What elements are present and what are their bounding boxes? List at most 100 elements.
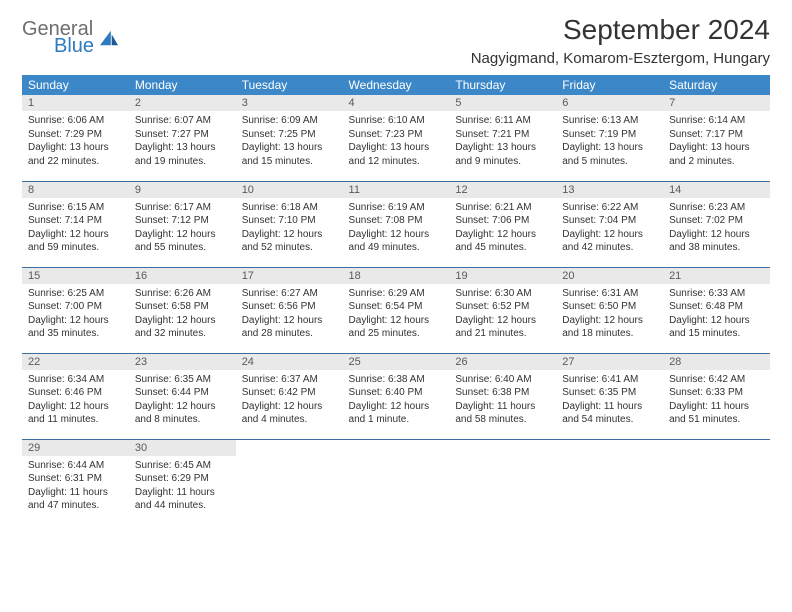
sunrise-line: Sunrise: 6:11 AM: [455, 114, 550, 128]
sun-info: Sunrise: 6:42 AMSunset: 6:33 PMDaylight:…: [663, 370, 770, 431]
sun-info: Sunrise: 6:38 AMSunset: 6:40 PMDaylight:…: [343, 370, 450, 431]
day-number: 27: [556, 354, 663, 370]
daylight-line: Daylight: 12 hours and 32 minutes.: [135, 314, 230, 341]
daylight-line: Daylight: 13 hours and 9 minutes.: [455, 141, 550, 168]
sun-info: Sunrise: 6:40 AMSunset: 6:38 PMDaylight:…: [449, 370, 556, 431]
sunrise-line: Sunrise: 6:22 AM: [562, 201, 657, 215]
day-number: 6: [556, 95, 663, 111]
sun-info: Sunrise: 6:23 AMSunset: 7:02 PMDaylight:…: [663, 198, 770, 259]
sunrise-line: Sunrise: 6:29 AM: [349, 287, 444, 301]
sunset-line: Sunset: 7:04 PM: [562, 214, 657, 228]
calendar-day-cell: 7Sunrise: 6:14 AMSunset: 7:17 PMDaylight…: [663, 95, 770, 181]
calendar-day-cell: 8Sunrise: 6:15 AMSunset: 7:14 PMDaylight…: [22, 181, 129, 267]
logo-word-blue: Blue: [54, 37, 94, 56]
day-number: 9: [129, 182, 236, 198]
calendar-day-cell: [663, 439, 770, 525]
calendar-day-cell: 30Sunrise: 6:45 AMSunset: 6:29 PMDayligh…: [129, 439, 236, 525]
day-number: 21: [663, 268, 770, 284]
daylight-line: Daylight: 12 hours and 1 minute.: [349, 400, 444, 427]
logo-text: General Blue: [22, 20, 94, 56]
sun-info: Sunrise: 6:27 AMSunset: 6:56 PMDaylight:…: [236, 284, 343, 345]
calendar-day-cell: 22Sunrise: 6:34 AMSunset: 6:46 PMDayligh…: [22, 353, 129, 439]
day-number: 15: [22, 268, 129, 284]
daylight-line: Daylight: 12 hours and 4 minutes.: [242, 400, 337, 427]
sunset-line: Sunset: 7:21 PM: [455, 128, 550, 142]
day-number: 7: [663, 95, 770, 111]
sun-info: Sunrise: 6:14 AMSunset: 7:17 PMDaylight:…: [663, 111, 770, 172]
calendar-day-cell: 20Sunrise: 6:31 AMSunset: 6:50 PMDayligh…: [556, 267, 663, 353]
day-number: 24: [236, 354, 343, 370]
sunrise-line: Sunrise: 6:09 AM: [242, 114, 337, 128]
sunrise-line: Sunrise: 6:31 AM: [562, 287, 657, 301]
calendar-day-cell: [236, 439, 343, 525]
sunset-line: Sunset: 6:40 PM: [349, 386, 444, 400]
sunrise-line: Sunrise: 6:44 AM: [28, 459, 123, 473]
day-number: 17: [236, 268, 343, 284]
calendar-day-cell: 10Sunrise: 6:18 AMSunset: 7:10 PMDayligh…: [236, 181, 343, 267]
calendar-day-cell: 4Sunrise: 6:10 AMSunset: 7:23 PMDaylight…: [343, 95, 450, 181]
sun-info: Sunrise: 6:10 AMSunset: 7:23 PMDaylight:…: [343, 111, 450, 172]
sunset-line: Sunset: 7:29 PM: [28, 128, 123, 142]
calendar-week-row: 8Sunrise: 6:15 AMSunset: 7:14 PMDaylight…: [22, 181, 770, 267]
calendar-week-row: 1Sunrise: 6:06 AMSunset: 7:29 PMDaylight…: [22, 95, 770, 181]
day-number: 14: [663, 182, 770, 198]
calendar-day-cell: [449, 439, 556, 525]
daylight-line: Daylight: 11 hours and 51 minutes.: [669, 400, 764, 427]
sunrise-line: Sunrise: 6:25 AM: [28, 287, 123, 301]
weekday-header: Thursday: [449, 75, 556, 95]
sunrise-line: Sunrise: 6:38 AM: [349, 373, 444, 387]
sun-info: Sunrise: 6:15 AMSunset: 7:14 PMDaylight:…: [22, 198, 129, 259]
daylight-line: Daylight: 11 hours and 58 minutes.: [455, 400, 550, 427]
sunrise-line: Sunrise: 6:26 AM: [135, 287, 230, 301]
sun-info: Sunrise: 6:37 AMSunset: 6:42 PMDaylight:…: [236, 370, 343, 431]
calendar-day-cell: 13Sunrise: 6:22 AMSunset: 7:04 PMDayligh…: [556, 181, 663, 267]
daylight-line: Daylight: 13 hours and 12 minutes.: [349, 141, 444, 168]
calendar-day-cell: 9Sunrise: 6:17 AMSunset: 7:12 PMDaylight…: [129, 181, 236, 267]
daylight-line: Daylight: 13 hours and 19 minutes.: [135, 141, 230, 168]
weekday-header: Wednesday: [343, 75, 450, 95]
sunrise-line: Sunrise: 6:40 AM: [455, 373, 550, 387]
sunset-line: Sunset: 6:50 PM: [562, 300, 657, 314]
calendar-day-cell: 27Sunrise: 6:41 AMSunset: 6:35 PMDayligh…: [556, 353, 663, 439]
day-number: 26: [449, 354, 556, 370]
calendar-table: SundayMondayTuesdayWednesdayThursdayFrid…: [22, 75, 770, 525]
day-number: 2: [129, 95, 236, 111]
daylight-line: Daylight: 12 hours and 11 minutes.: [28, 400, 123, 427]
calendar-day-cell: 15Sunrise: 6:25 AMSunset: 7:00 PMDayligh…: [22, 267, 129, 353]
daylight-line: Daylight: 13 hours and 5 minutes.: [562, 141, 657, 168]
sunrise-line: Sunrise: 6:30 AM: [455, 287, 550, 301]
sun-info: Sunrise: 6:41 AMSunset: 6:35 PMDaylight:…: [556, 370, 663, 431]
sun-info: Sunrise: 6:25 AMSunset: 7:00 PMDaylight:…: [22, 284, 129, 345]
day-number: 30: [129, 440, 236, 456]
day-number: 28: [663, 354, 770, 370]
day-number: 11: [343, 182, 450, 198]
sun-info: Sunrise: 6:19 AMSunset: 7:08 PMDaylight:…: [343, 198, 450, 259]
sun-info: Sunrise: 6:45 AMSunset: 6:29 PMDaylight:…: [129, 456, 236, 517]
day-number: 4: [343, 95, 450, 111]
sunset-line: Sunset: 6:31 PM: [28, 472, 123, 486]
calendar-week-row: 15Sunrise: 6:25 AMSunset: 7:00 PMDayligh…: [22, 267, 770, 353]
day-number: 22: [22, 354, 129, 370]
sunrise-line: Sunrise: 6:23 AM: [669, 201, 764, 215]
day-number: 1: [22, 95, 129, 111]
logo-sail-icon: [98, 29, 120, 47]
sunset-line: Sunset: 7:06 PM: [455, 214, 550, 228]
day-number: 3: [236, 95, 343, 111]
daylight-line: Daylight: 12 hours and 18 minutes.: [562, 314, 657, 341]
sunrise-line: Sunrise: 6:35 AM: [135, 373, 230, 387]
calendar-day-cell: 5Sunrise: 6:11 AMSunset: 7:21 PMDaylight…: [449, 95, 556, 181]
calendar-day-cell: 12Sunrise: 6:21 AMSunset: 7:06 PMDayligh…: [449, 181, 556, 267]
sunset-line: Sunset: 6:38 PM: [455, 386, 550, 400]
calendar-day-cell: 14Sunrise: 6:23 AMSunset: 7:02 PMDayligh…: [663, 181, 770, 267]
day-number: 16: [129, 268, 236, 284]
calendar-day-cell: 2Sunrise: 6:07 AMSunset: 7:27 PMDaylight…: [129, 95, 236, 181]
day-number: 13: [556, 182, 663, 198]
sun-info: Sunrise: 6:13 AMSunset: 7:19 PMDaylight:…: [556, 111, 663, 172]
weekday-header: Saturday: [663, 75, 770, 95]
weekday-header: Sunday: [22, 75, 129, 95]
calendar-day-cell: 24Sunrise: 6:37 AMSunset: 6:42 PMDayligh…: [236, 353, 343, 439]
day-number: [343, 440, 450, 444]
daylight-line: Daylight: 11 hours and 47 minutes.: [28, 486, 123, 513]
calendar-head: SundayMondayTuesdayWednesdayThursdayFrid…: [22, 75, 770, 95]
calendar-day-cell: 21Sunrise: 6:33 AMSunset: 6:48 PMDayligh…: [663, 267, 770, 353]
